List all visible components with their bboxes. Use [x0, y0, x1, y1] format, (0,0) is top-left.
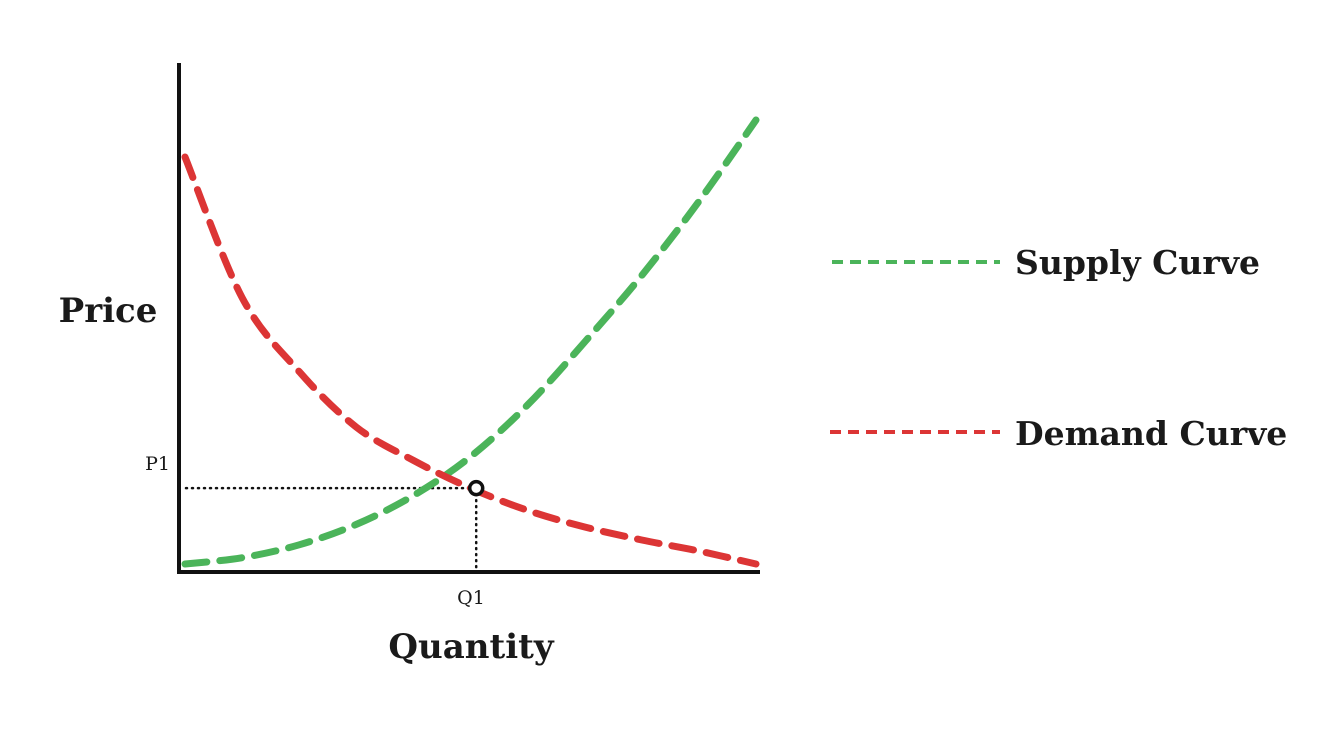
- curves-layer: [181, 116, 760, 568]
- y-tick-label-p1: P1: [145, 453, 170, 475]
- legend-supply-label: Supply Curve: [1015, 243, 1260, 282]
- x-tick-label-q1: Q1: [457, 587, 485, 609]
- markers-layer: [467, 479, 485, 497]
- series-line-supply: [181, 116, 760, 568]
- equilibrium-point: [467, 479, 485, 497]
- legend: Supply Curve Demand Curve: [830, 243, 1287, 453]
- x-axis-title: Quantity: [388, 627, 554, 667]
- y-axis-title: Price: [59, 291, 158, 331]
- legend-demand-label: Demand Curve: [1015, 414, 1287, 453]
- series-line-demand: [181, 153, 760, 568]
